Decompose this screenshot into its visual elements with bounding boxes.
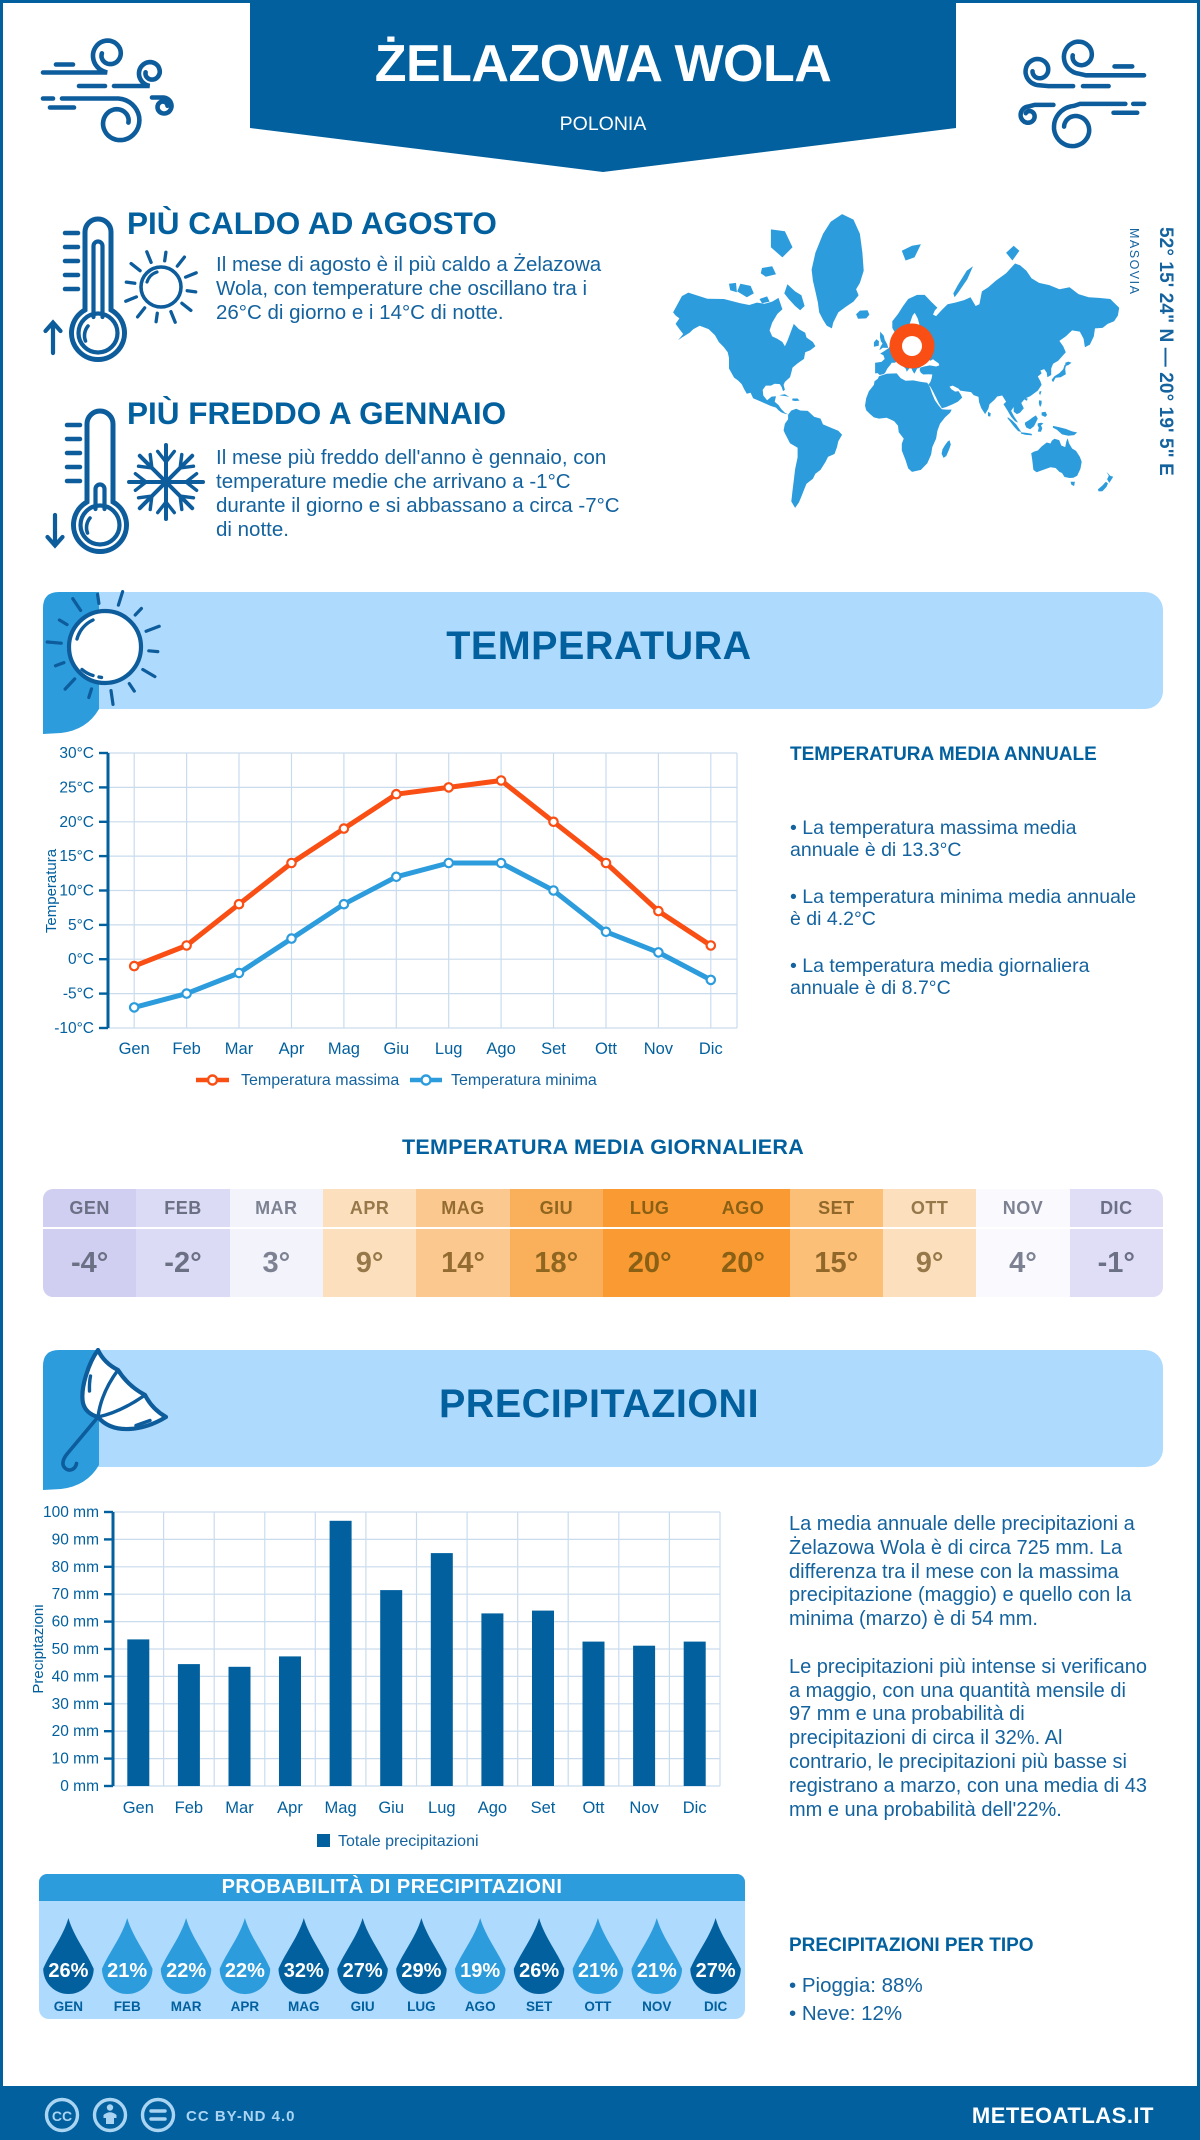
svg-text:Totale precipitazioni: Totale precipitazioni — [338, 1833, 479, 1850]
svg-text:Precipitazioni: Precipitazioni — [33, 1604, 47, 1693]
svg-text:CC: CC — [52, 2108, 72, 2124]
svg-text:Dic: Dic — [683, 1799, 707, 1817]
svg-text:Temperatura: Temperatura — [43, 848, 60, 933]
svg-text:80 mm: 80 mm — [52, 1559, 99, 1576]
svg-text:50 mm: 50 mm — [52, 1641, 99, 1658]
svg-text:60 mm: 60 mm — [52, 1614, 99, 1631]
svg-text:26%: 26% — [519, 1960, 559, 1982]
svg-text:GIU: GIU — [351, 1999, 375, 2014]
svg-text:NOV: NOV — [642, 1999, 671, 2014]
svg-text:70 mm: 70 mm — [52, 1586, 99, 1603]
svg-text:CC BY-ND 4.0: CC BY-ND 4.0 — [186, 2108, 296, 2125]
svg-text:Lug: Lug — [435, 1040, 463, 1058]
svg-text:Ott: Ott — [595, 1040, 617, 1058]
svg-text:27%: 27% — [343, 1960, 383, 1982]
svg-text:Feb: Feb — [175, 1799, 203, 1817]
svg-text:30 mm: 30 mm — [52, 1696, 99, 1713]
svg-text:21%: 21% — [637, 1960, 677, 1982]
svg-text:Apr: Apr — [279, 1040, 305, 1058]
svg-text:LUG: LUG — [407, 1999, 436, 2014]
svg-text:Gen: Gen — [119, 1040, 150, 1058]
svg-text:Set: Set — [531, 1799, 556, 1817]
svg-text:0°C: 0°C — [68, 951, 94, 968]
svg-text:26%: 26% — [48, 1960, 88, 1982]
svg-text:Mar: Mar — [225, 1799, 254, 1817]
svg-text:Feb: Feb — [172, 1040, 200, 1058]
svg-text:29%: 29% — [401, 1960, 441, 1982]
svg-text:Mar: Mar — [225, 1040, 254, 1058]
svg-text:Dic: Dic — [699, 1040, 723, 1058]
svg-text:APR: APR — [231, 1999, 260, 2014]
svg-text:Mag: Mag — [328, 1040, 360, 1058]
svg-text:30°C: 30°C — [59, 745, 94, 762]
svg-text:Gen: Gen — [123, 1799, 154, 1817]
svg-text:10°C: 10°C — [59, 883, 94, 900]
svg-text:Temperatura minima: Temperatura minima — [451, 1072, 597, 1089]
svg-text:100 mm: 100 mm — [43, 1504, 99, 1521]
svg-text:32%: 32% — [284, 1960, 324, 1982]
svg-text:OTT: OTT — [584, 1999, 612, 2014]
svg-text:0 mm: 0 mm — [60, 1778, 99, 1795]
svg-text:Temperatura massima: Temperatura massima — [241, 1072, 399, 1089]
svg-text:15°C: 15°C — [59, 848, 94, 865]
svg-text:90 mm: 90 mm — [52, 1531, 99, 1548]
svg-text:20°C: 20°C — [59, 814, 94, 831]
svg-text:Set: Set — [541, 1040, 566, 1058]
svg-text:MAG: MAG — [288, 1999, 320, 2014]
svg-text:DIC: DIC — [704, 1999, 728, 2014]
svg-text:Lug: Lug — [428, 1799, 456, 1817]
svg-text:Ago: Ago — [486, 1040, 515, 1058]
svg-text:40 mm: 40 mm — [52, 1668, 99, 1685]
svg-text:22%: 22% — [225, 1960, 265, 1982]
svg-text:GEN: GEN — [54, 1999, 83, 2014]
svg-text:21%: 21% — [578, 1960, 618, 1982]
svg-text:Nov: Nov — [644, 1040, 674, 1058]
svg-text:-10°C: -10°C — [54, 1020, 94, 1037]
svg-text:25°C: 25°C — [59, 779, 94, 796]
svg-text:AGO: AGO — [465, 1999, 496, 2014]
svg-text:22%: 22% — [166, 1960, 206, 1982]
svg-text:5°C: 5°C — [68, 917, 94, 934]
svg-text:19%: 19% — [460, 1960, 500, 1982]
svg-text:-5°C: -5°C — [63, 986, 94, 1003]
svg-text:SET: SET — [526, 1999, 553, 2014]
svg-text:20 mm: 20 mm — [52, 1723, 99, 1740]
svg-text:Nov: Nov — [629, 1799, 659, 1817]
svg-text:Giu: Giu — [378, 1799, 404, 1817]
svg-text:FEB: FEB — [114, 1999, 141, 2014]
svg-text:Giu: Giu — [383, 1040, 409, 1058]
svg-text:Mag: Mag — [325, 1799, 357, 1817]
svg-text:Apr: Apr — [277, 1799, 303, 1817]
svg-text:Ott: Ott — [582, 1799, 604, 1817]
svg-text:21%: 21% — [107, 1960, 147, 1982]
svg-text:27%: 27% — [696, 1960, 736, 1982]
svg-text:Ago: Ago — [478, 1799, 507, 1817]
svg-text:MAR: MAR — [171, 1999, 202, 2014]
svg-text:10 mm: 10 mm — [52, 1751, 99, 1768]
